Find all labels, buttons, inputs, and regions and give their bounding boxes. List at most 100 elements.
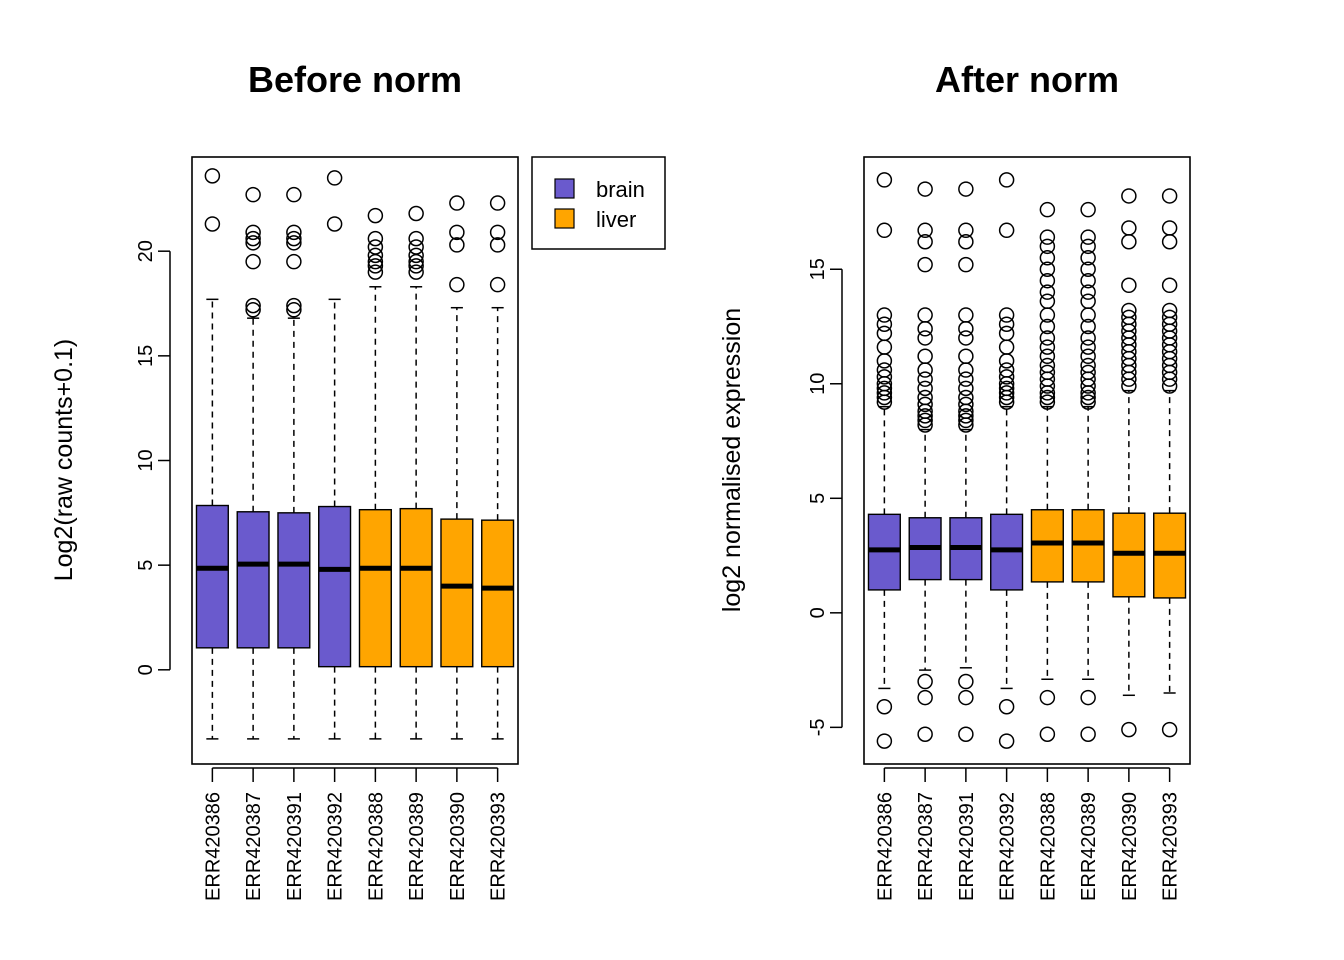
outlier-point [958, 222, 974, 239]
outlier-point [1039, 339, 1056, 355]
iqr-box [1071, 509, 1105, 583]
outlier-point [958, 380, 974, 397]
x-tick-label: ERR420390 [1119, 792, 1141, 901]
outlier-point [1080, 394, 1096, 410]
outlier-point [449, 224, 465, 241]
outlier-point [1039, 689, 1056, 706]
outlier-point [998, 362, 1015, 378]
x-tick-label: ERR420386 [202, 792, 224, 901]
legend-label-brain: brain [596, 177, 645, 202]
y-tick-label: 5 [807, 493, 829, 504]
outlier-point [449, 195, 465, 211]
outlier-point [245, 297, 261, 314]
outlier-point [876, 316, 893, 332]
legend: brain liver [531, 156, 666, 250]
after-norm-panel: After norm log2 normalised expression -5… [718, 59, 1191, 901]
outlier-point [245, 235, 261, 251]
iqr-box [358, 508, 392, 668]
outlier-point [917, 234, 933, 250]
outlier-point [958, 256, 974, 273]
x-tick-label: ERR420392 [325, 792, 347, 901]
outlier-point [1080, 229, 1096, 245]
outlier-point [998, 380, 1015, 397]
outlier-point [245, 253, 261, 270]
box-ERR420386 [195, 168, 229, 740]
chart-title: After norm [935, 59, 1119, 100]
outlier-point [1039, 348, 1056, 365]
outlier-point [204, 216, 221, 232]
box-ERR420393 [1153, 188, 1187, 738]
iqr-box [318, 505, 352, 668]
outlier-point [876, 362, 893, 378]
outlier-point [876, 222, 893, 239]
box-ERR420389 [399, 205, 433, 740]
outlier-point [1121, 188, 1137, 204]
outlier-point [958, 673, 974, 690]
outlier-point [998, 316, 1015, 332]
outlier-point [1121, 309, 1137, 326]
outlier-point [367, 258, 384, 274]
outlier-point [917, 222, 933, 239]
outlier-point [1080, 689, 1096, 706]
chart-title: Before norm [248, 59, 462, 100]
outlier-point [408, 264, 424, 280]
outlier-point [917, 380, 933, 397]
outlier-point [408, 230, 424, 247]
outlier-point [1039, 284, 1056, 300]
y-tick-label: 5 [135, 560, 157, 571]
legend-swatch-liver [554, 208, 575, 229]
outlier-point [1121, 302, 1137, 319]
outlier-point [326, 216, 343, 232]
outlier-point [245, 186, 261, 203]
outlier-point [1080, 250, 1096, 266]
y-tick-label: 10 [807, 373, 829, 395]
outlier-point [917, 181, 933, 197]
x-tick-label: ERR420387 [243, 792, 265, 901]
outlier-point [286, 224, 302, 241]
x-tick-label: ERR420388 [365, 792, 387, 901]
outlier-point [917, 726, 933, 742]
iqr-box [277, 512, 311, 649]
outlier-point [449, 237, 465, 253]
outlier-point [1039, 318, 1056, 335]
outlier-point [449, 276, 465, 293]
outlier-point [1080, 339, 1096, 355]
outlier-point [876, 307, 893, 323]
outlier-point [1161, 220, 1178, 236]
iqr-box [1030, 509, 1064, 583]
outlier-point [1039, 261, 1056, 277]
outlier-point [917, 256, 933, 273]
outlier-point [286, 230, 302, 247]
outlier-point [876, 385, 893, 401]
outlier-point [1039, 364, 1056, 381]
outlier-point [917, 330, 933, 346]
outlier-point [1039, 272, 1056, 289]
y-tick-label: 10 [135, 449, 157, 471]
outlier-point [408, 205, 424, 222]
outlier-point [367, 239, 384, 255]
outlier-point [917, 307, 933, 323]
x-tick-label: ERR420389 [406, 792, 428, 901]
outlier-point [286, 302, 302, 318]
outlier-point [1161, 309, 1178, 326]
x-tick-label: ERR420391 [956, 792, 978, 901]
outlier-point [998, 385, 1015, 401]
outlier-point [917, 689, 933, 706]
outlier-point [1039, 389, 1056, 406]
outlier-point [1121, 220, 1137, 236]
outlier-point [1080, 357, 1096, 374]
outlier-point [1039, 229, 1056, 245]
outlier-point [958, 408, 974, 424]
x-tick-label: ERR420391 [284, 792, 306, 901]
y-tick-label: 0 [807, 607, 829, 618]
outlier-point [1161, 277, 1178, 294]
outlier-point [1039, 293, 1056, 310]
outlier-point [917, 412, 933, 429]
outlier-point [245, 224, 261, 241]
outlier-point [1080, 261, 1096, 277]
outlier-point [917, 673, 933, 690]
y-axis-title: log2 normalised expression [718, 308, 746, 612]
box-ERR420392 [990, 172, 1024, 749]
outlier-point [408, 247, 424, 264]
outlier-point [876, 733, 893, 749]
